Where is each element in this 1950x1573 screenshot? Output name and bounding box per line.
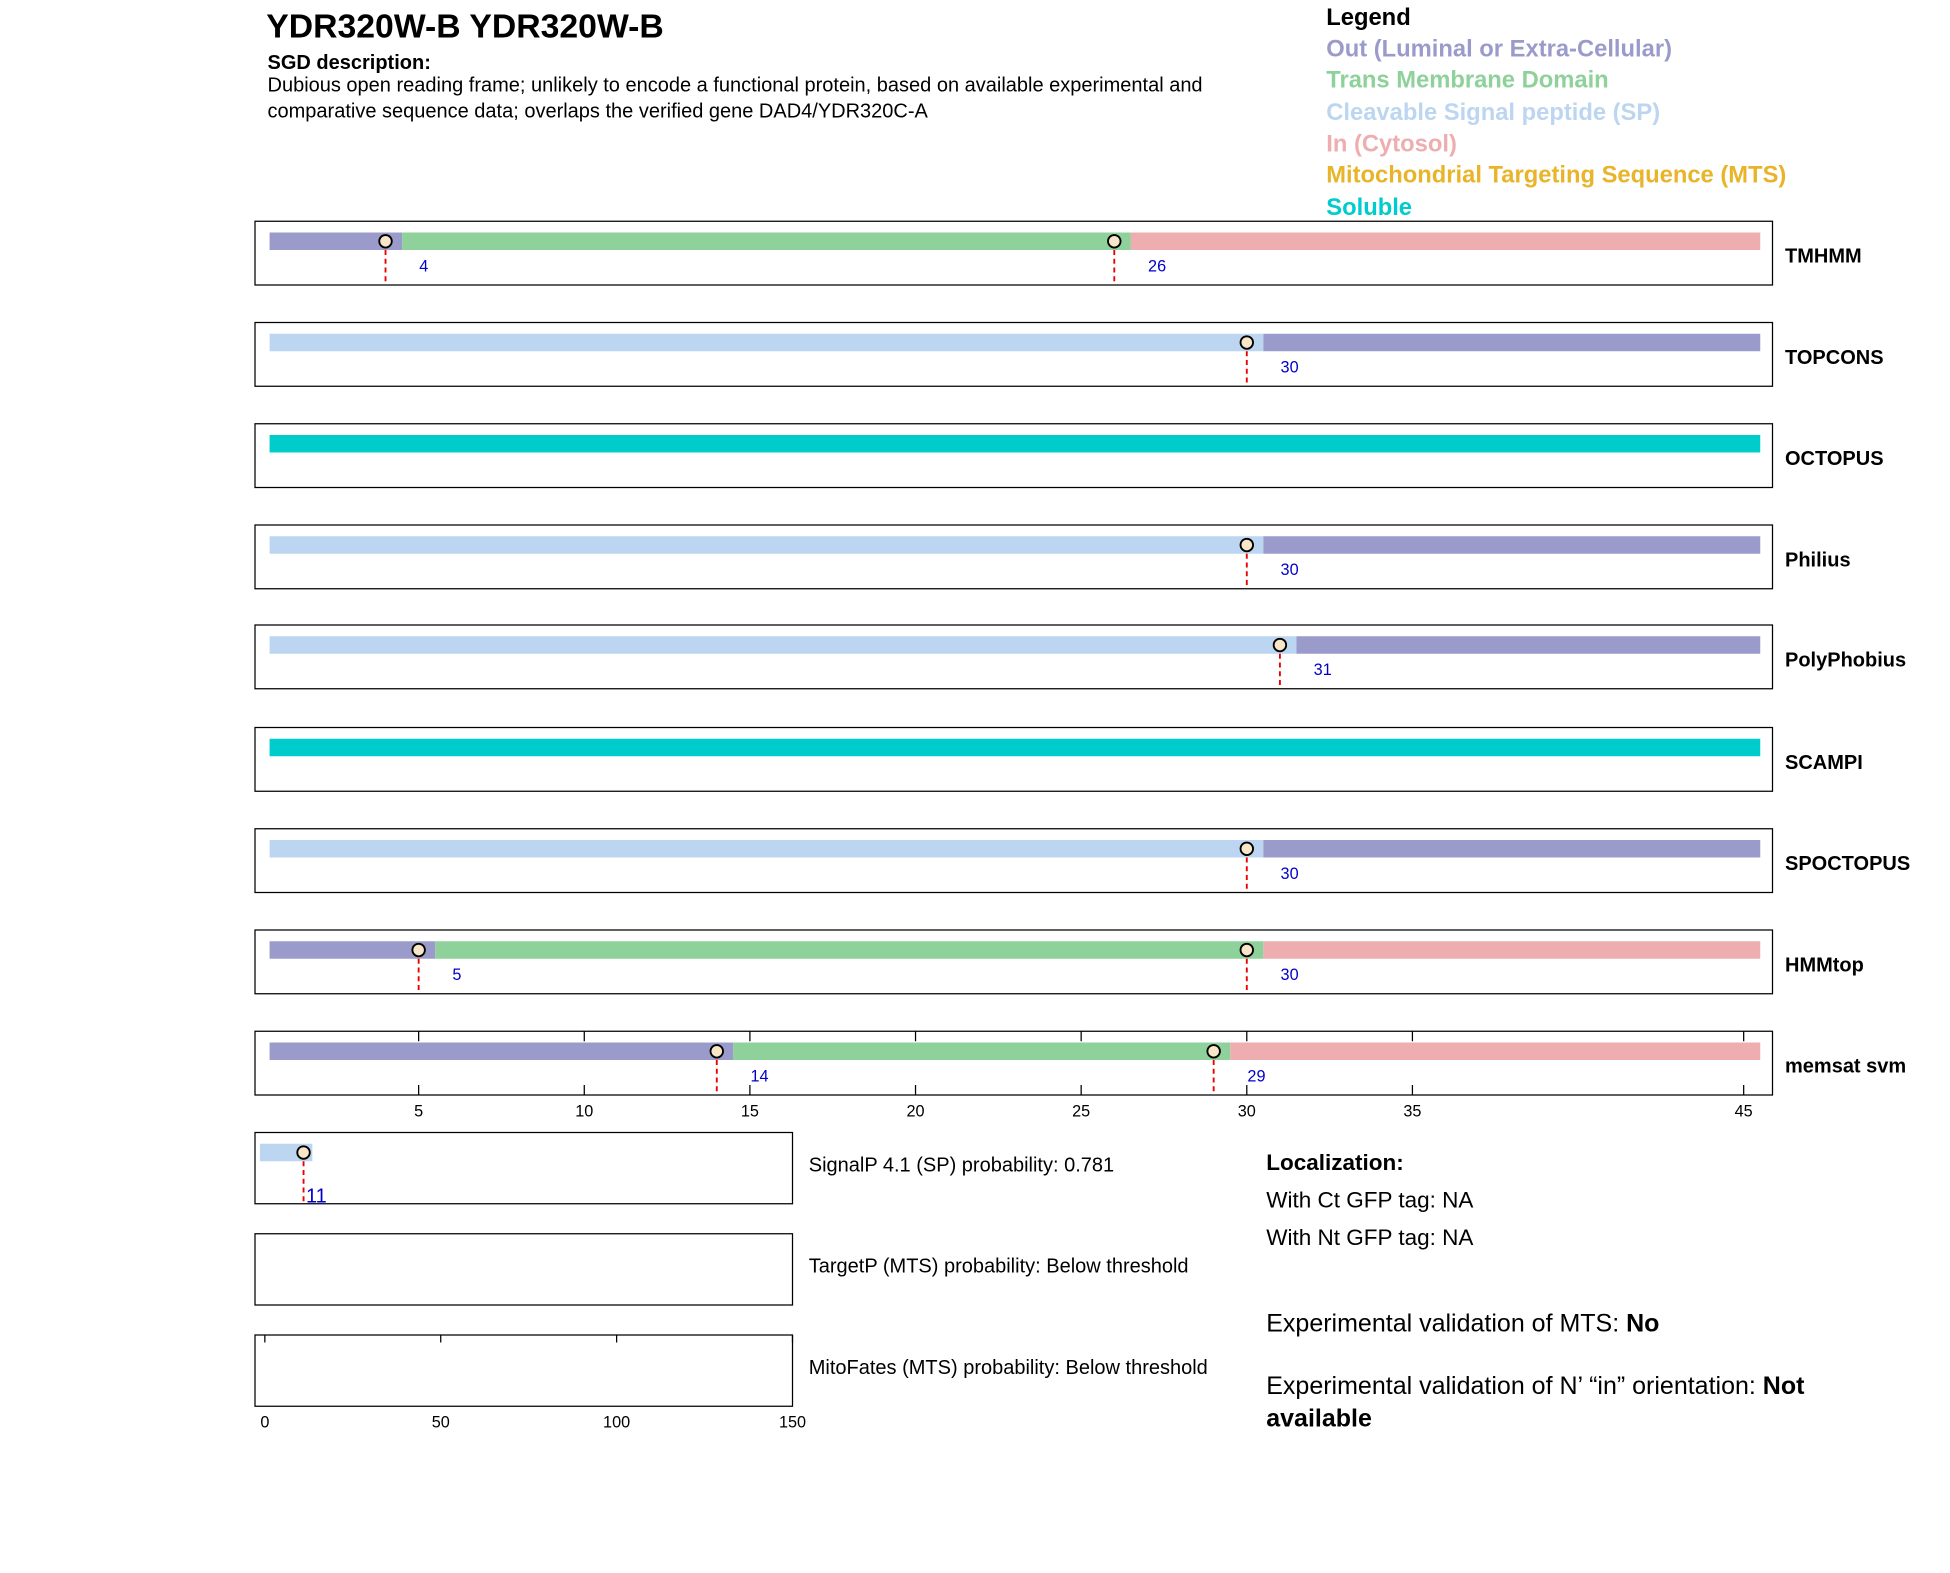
value: No	[1626, 1310, 1660, 1338]
legend-title: Legend	[1326, 5, 1411, 32]
x-tick-label: 30	[1238, 1102, 1256, 1120]
x-tick-label: 15	[741, 1102, 759, 1120]
track-name: SPOCTOPUS	[1785, 853, 1910, 875]
track-box	[254, 1334, 794, 1407]
segment	[269, 435, 1761, 453]
x-tick-label: 0	[260, 1414, 269, 1432]
marker	[1272, 637, 1288, 653]
orientation-validation: Experimental validation of N’ “in” orien…	[1266, 1370, 1854, 1435]
marker-label: 11	[306, 1186, 327, 1208]
marker	[1239, 335, 1254, 350]
x-tick-label: 50	[432, 1414, 450, 1432]
segment	[269, 333, 1264, 352]
marker	[1206, 1044, 1221, 1059]
localization-title: Localization:	[1266, 1150, 1404, 1175]
track-box	[254, 828, 1774, 894]
x-tick-label: 150	[779, 1414, 806, 1432]
marker	[1239, 537, 1254, 553]
x-tick-label: 10	[575, 1102, 593, 1120]
segment	[733, 1042, 1231, 1060]
segment	[269, 636, 1297, 654]
marker-label: 29	[1247, 1067, 1265, 1085]
track-box	[254, 929, 1774, 995]
marker-label: 26	[1148, 257, 1166, 275]
track-box	[254, 220, 1774, 286]
x-tick-label: 35	[1403, 1102, 1421, 1120]
track-box	[254, 1131, 794, 1205]
marker-label: 31	[1314, 661, 1332, 679]
track-box	[254, 726, 1774, 792]
x-tick-label: 5	[414, 1102, 423, 1120]
marker	[1239, 841, 1254, 856]
marker-label: 30	[1281, 359, 1299, 377]
track-name: OCTOPUS	[1785, 448, 1884, 470]
marker-label: 30	[1281, 966, 1299, 984]
track-name: TMHMM	[1785, 246, 1862, 268]
marker	[296, 1145, 311, 1160]
marker-label: 30	[1281, 865, 1299, 883]
segment	[269, 232, 403, 250]
panel-text: MitoFates (MTS) probability: Below thres…	[808, 1357, 1208, 1379]
segment	[1230, 1042, 1761, 1060]
x-tick-label: 20	[906, 1102, 924, 1120]
legend-item: Trans Membrane Domain	[1326, 67, 1609, 95]
label: Experimental validation of MTS:	[1266, 1310, 1620, 1338]
marker	[709, 1044, 724, 1059]
segment	[402, 232, 1131, 250]
segment	[1263, 536, 1761, 554]
segment	[269, 840, 1264, 858]
x-tick-label: 45	[1735, 1102, 1753, 1120]
description-label: SGD description:	[267, 52, 431, 74]
track-box	[254, 321, 1774, 387]
track-name: TOPCONS	[1785, 347, 1884, 369]
legend-item: Soluble	[1326, 194, 1413, 221]
segment	[269, 738, 1761, 757]
marker-label: 4	[419, 257, 428, 275]
segment	[1263, 941, 1761, 959]
segment	[1263, 840, 1761, 858]
marker-label: 14	[751, 1067, 769, 1085]
track-box	[254, 1030, 1774, 1096]
track-name: PolyPhobius	[1785, 649, 1906, 671]
segment	[269, 536, 1264, 554]
marker	[1239, 942, 1254, 958]
label: Experimental validation of N’ “in” orien…	[1266, 1372, 1756, 1401]
marker	[1107, 234, 1122, 249]
segment	[269, 1042, 734, 1060]
track-box	[254, 423, 1774, 489]
track-name: memsat svm	[1785, 1056, 1906, 1078]
legend-item: Mitochondrial Targeting Sequence (MTS)	[1326, 162, 1787, 189]
mts-validation: Experimental validation of MTS: No	[1266, 1310, 1659, 1339]
segment	[269, 941, 436, 959]
track-box	[254, 624, 1774, 690]
legend-item: In (Cytosol)	[1326, 131, 1457, 158]
track-box	[254, 524, 1774, 590]
x-tick-label: 25	[1072, 1102, 1090, 1120]
panel-text: SignalP 4.1 (SP) probability: 0.781	[808, 1155, 1115, 1177]
legend-item: Cleavable Signal peptide (SP)	[1326, 99, 1661, 126]
segment	[435, 941, 1264, 959]
panel-text: TargetP (MTS) probability: Below thresho…	[808, 1256, 1189, 1278]
track-name: SCAMPI	[1785, 752, 1863, 774]
localization-line: With Ct GFP tag: NA	[1266, 1187, 1474, 1213]
track-box	[254, 1233, 794, 1306]
segment	[1263, 333, 1761, 352]
track-name: Philius	[1785, 549, 1851, 571]
marker	[411, 942, 426, 958]
title: YDR320W-B YDR320W-B	[266, 7, 664, 46]
segment	[1296, 636, 1761, 654]
segment	[1130, 232, 1761, 250]
value: Not available	[1266, 1372, 1805, 1433]
description: Dubious open reading frame; unlikely to …	[267, 75, 1203, 123]
marker-label: 5	[452, 966, 461, 984]
localization-line: With Nt GFP tag: NA	[1266, 1225, 1474, 1250]
marker-label: 30	[1281, 561, 1299, 579]
legend-item: Out (Luminal or Extra-Cellular)	[1326, 36, 1672, 63]
x-tick-label: 100	[603, 1414, 630, 1432]
marker	[378, 234, 393, 249]
track-name: HMMtop	[1785, 954, 1864, 976]
